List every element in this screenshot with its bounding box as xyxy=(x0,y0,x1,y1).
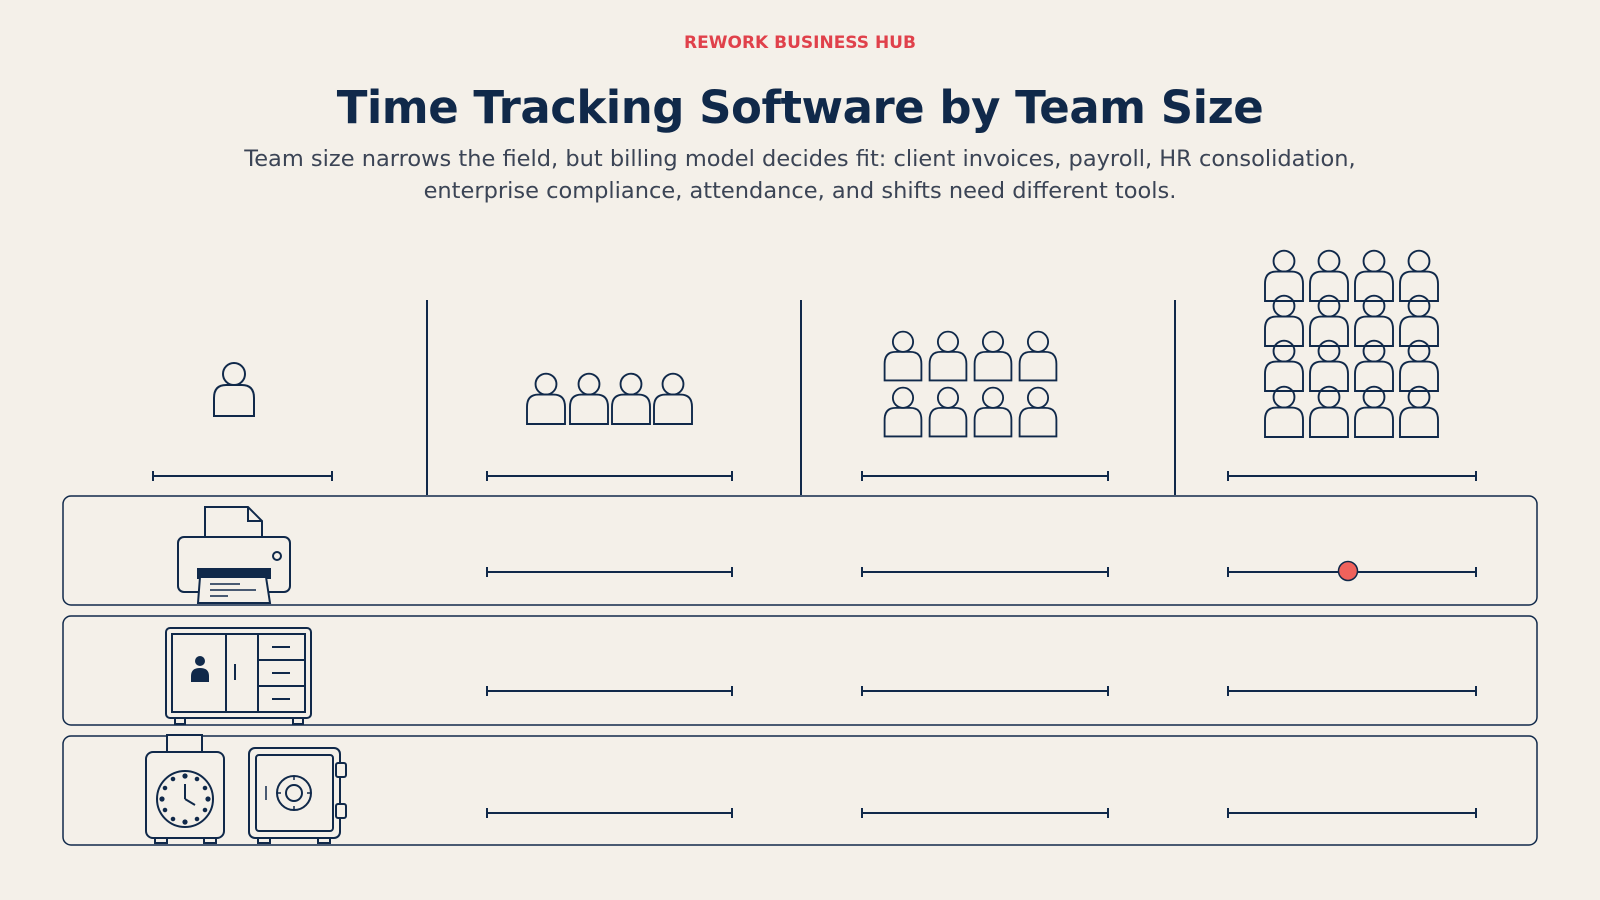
matrix-row-hr xyxy=(62,615,1538,726)
small-team-icon xyxy=(526,372,693,425)
mid-team-icon xyxy=(883,330,1058,438)
row-frame xyxy=(62,735,1538,846)
column-dividers xyxy=(426,300,1176,495)
matrix-row-attendance xyxy=(62,734,1538,846)
printer-invoice-icon xyxy=(177,506,291,604)
hr-cabinet-icon xyxy=(165,627,312,725)
scale-line xyxy=(486,471,733,481)
matrix-row-invoicing xyxy=(62,495,1538,606)
scale-line xyxy=(486,808,733,818)
safe-icon xyxy=(248,747,347,844)
scale-line xyxy=(1227,686,1477,696)
page-subtitle: Team size narrows the field, but billing… xyxy=(244,146,1356,204)
scale-line xyxy=(486,567,733,577)
scale-line xyxy=(861,808,1109,818)
time-clock-icon xyxy=(145,734,225,844)
scale-line xyxy=(152,471,333,481)
header-scale-lines xyxy=(152,471,1477,481)
row-frame xyxy=(62,495,1538,606)
scale-line xyxy=(486,686,733,696)
scale-line xyxy=(1227,471,1477,481)
scale-line xyxy=(861,686,1109,696)
page-title: Time Tracking Software by Team Size xyxy=(336,81,1264,134)
large-team-icon xyxy=(1264,249,1439,438)
brand-name: REWORK BUSINESS HUB xyxy=(684,33,916,53)
row-frame xyxy=(62,615,1538,726)
fit-marker xyxy=(1337,560,1359,582)
scale-line xyxy=(861,567,1109,577)
scale-line xyxy=(1227,808,1477,818)
single-person-icon xyxy=(213,362,255,417)
scale-line xyxy=(861,471,1109,481)
